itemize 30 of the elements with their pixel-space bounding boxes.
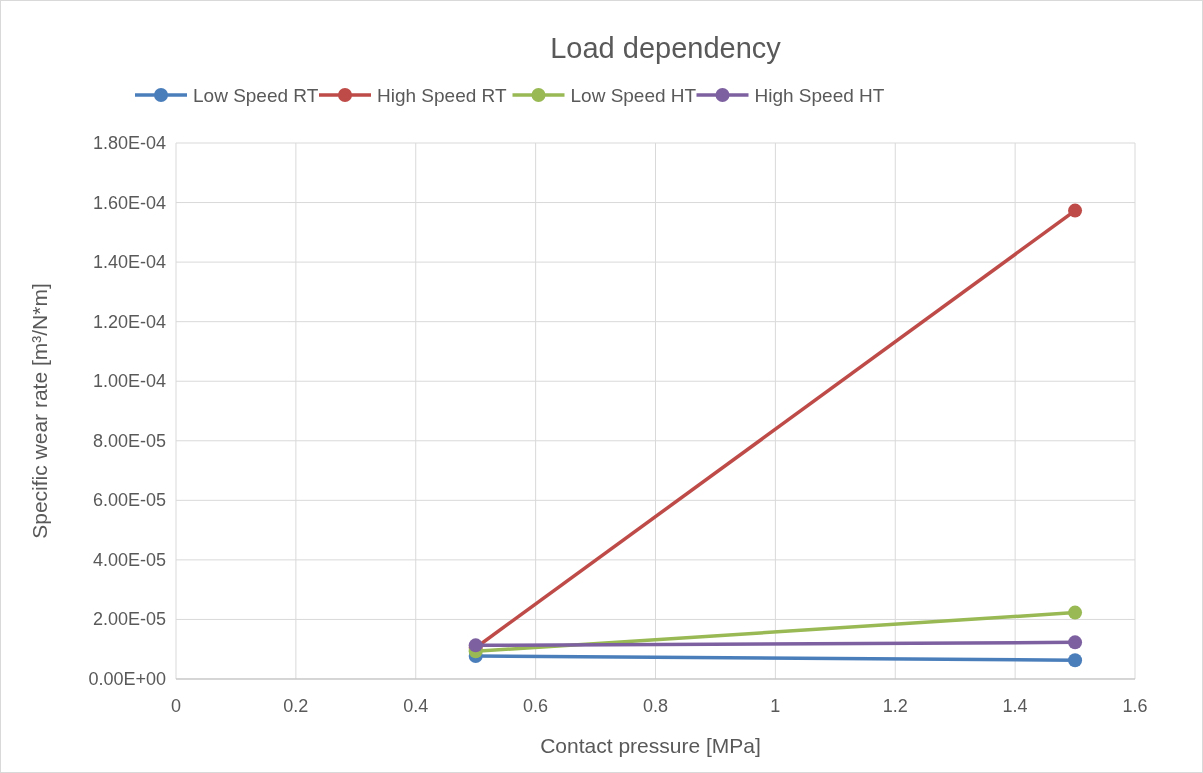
legend-label: Low Speed HT xyxy=(570,85,697,106)
y-tick-label: 1.60E-04 xyxy=(92,192,166,213)
legend-label: High Speed HT xyxy=(754,85,885,106)
y-axis-title: Specific wear rate [m³/N*m] xyxy=(28,283,51,539)
y-tick-label: 6.00E-05 xyxy=(92,490,166,511)
x-tick-label: 1 xyxy=(770,696,781,716)
x-tick-label: 1.2 xyxy=(882,696,908,716)
x-tick-label: 0.2 xyxy=(283,696,309,716)
y-tick-label: 8.00E-05 xyxy=(92,430,166,451)
y-tick-label: 4.00E-05 xyxy=(92,549,166,570)
legend-label: High Speed RT xyxy=(377,85,507,106)
y-tick-label: 1.00E-04 xyxy=(92,371,166,392)
x-tick-label: 0 xyxy=(170,696,182,716)
x-tick-label: 0.8 xyxy=(642,696,669,716)
legend-label: Low Speed RT xyxy=(193,85,319,106)
x-tick-label: 1.6 xyxy=(1122,696,1148,716)
point xyxy=(1068,635,1083,650)
y-tick-label: 1.40E-04 xyxy=(92,252,166,273)
y-tick-label: 0.00E+00 xyxy=(88,669,166,689)
x-tick-label: 0.4 xyxy=(403,696,429,716)
y-tick-label: 2.00E-05 xyxy=(92,609,166,630)
y-tick-label: 1.20E-04 xyxy=(92,311,166,332)
point xyxy=(1068,203,1083,218)
x-tick-label: 1.4 xyxy=(1002,696,1028,716)
point xyxy=(1068,605,1083,620)
chart-title: Load dependency xyxy=(550,32,782,64)
point xyxy=(1068,653,1083,668)
x-axis-title: Contact pressure [MPa] xyxy=(540,734,761,757)
x-tick-label: 0.6 xyxy=(523,696,549,716)
y-tick-label: 1.80E-04 xyxy=(92,133,166,153)
